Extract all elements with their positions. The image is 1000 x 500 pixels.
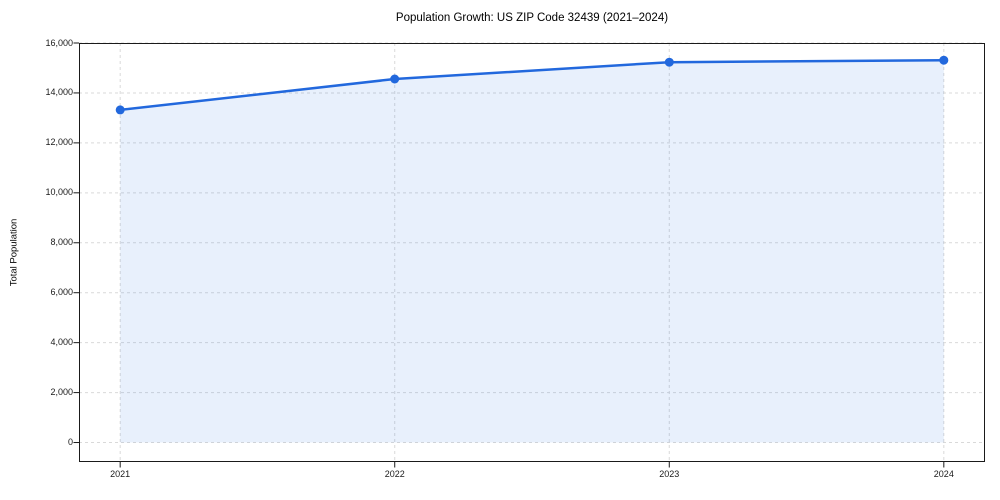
y-tick-label: 8,000 (50, 237, 73, 248)
trend-line (118, 58, 946, 112)
y-axis-label-container: Total Population (0, 43, 28, 462)
x-tick-label: 2024 (933, 469, 954, 479)
plot-border (79, 43, 985, 462)
plot-area (73, 42, 985, 468)
data-point-2022 (390, 74, 400, 84)
area-fill (120, 60, 944, 443)
y-tick-label: 16,000 (45, 37, 73, 48)
y-axis-label: Total Population (8, 218, 20, 287)
y-tick-label: 6,000 (50, 287, 73, 298)
y-tick-label: 10,000 (45, 187, 73, 198)
x-tick-label: 2023 (659, 469, 680, 479)
chart-title: Population Growth: US ZIP Code 32439 (20… (395, 12, 669, 24)
x-tick-label: 2021 (110, 469, 131, 479)
data-point-2023 (664, 57, 674, 67)
y-tick-label: 12,000 (45, 137, 73, 148)
y-tick-label: 0 (67, 437, 73, 448)
y-tick-label: 14,000 (45, 87, 73, 98)
y-tick-label: 2,000 (50, 387, 73, 398)
y-tick-label: 4,000 (50, 337, 73, 348)
data-point-2024 (939, 55, 949, 65)
x-tick-label: 2022 (384, 469, 405, 479)
data-point-2021 (115, 105, 125, 115)
